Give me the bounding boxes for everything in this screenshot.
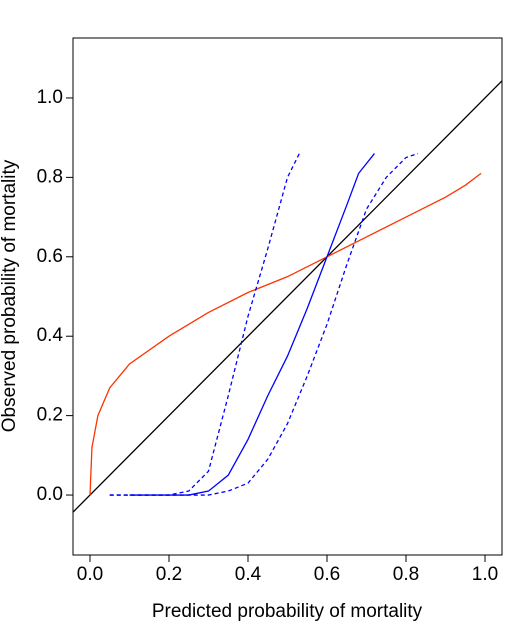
x-tick-label: 0.2 bbox=[156, 564, 182, 585]
plot-frame bbox=[72, 37, 503, 556]
x-axis-label: Predicted probability of mortality bbox=[152, 601, 423, 622]
x-tick-label: 0.0 bbox=[77, 564, 103, 585]
y-tick-label: 1.0 bbox=[37, 87, 63, 108]
series-line bbox=[89, 172, 482, 496]
x-tick-label: 1.0 bbox=[472, 564, 498, 585]
series-line bbox=[73, 80, 502, 513]
y-tick-label: 0.2 bbox=[37, 405, 63, 426]
y-tick-label: 0.6 bbox=[37, 246, 63, 267]
series-line bbox=[129, 153, 375, 496]
y-tick-label: 0.0 bbox=[37, 484, 63, 505]
x-tick-label: 0.8 bbox=[393, 564, 419, 585]
x-tick-label: 0.4 bbox=[235, 564, 262, 585]
y-tick-label: 0.8 bbox=[37, 166, 63, 187]
y-axis-label: Observed probability of mortality bbox=[0, 159, 20, 432]
series-line bbox=[109, 152, 419, 496]
x-tick-label: 0.6 bbox=[314, 564, 340, 585]
y-tick-label: 0.4 bbox=[37, 325, 64, 346]
series-line bbox=[109, 153, 300, 496]
